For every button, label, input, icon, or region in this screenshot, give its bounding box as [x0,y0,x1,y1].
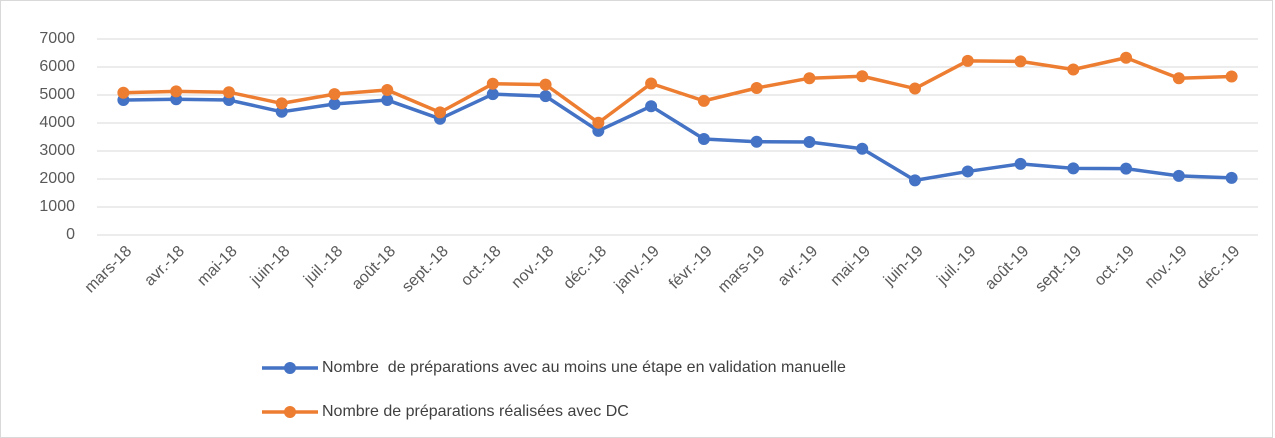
data-point [381,83,394,96]
y-tick-label: 6000 [39,58,75,75]
data-point [803,136,816,149]
data-point [434,106,447,119]
data-point [381,94,394,107]
legend-label: Nombre de préparations réalisées avec DC [322,403,629,420]
data-point [328,88,341,101]
series-line [123,92,1232,183]
legend-marker [284,406,296,418]
data-point [961,165,974,178]
data-point [486,88,499,101]
data-point [645,77,658,90]
data-point [1172,72,1185,85]
data-point [222,86,235,99]
series-line [123,56,1232,125]
y-tick-label: 5000 [39,86,75,103]
data-point [856,142,869,155]
y-tick-label: 1000 [39,198,75,215]
data-point [486,77,499,90]
data-point [592,116,605,129]
legend-label: Nombre de préparations avec au moins une… [322,359,846,376]
data-point [961,54,974,67]
data-point [1014,157,1027,170]
data-point [539,90,552,103]
data-point [275,97,288,110]
y-tick-label: 0 [66,226,75,243]
data-point [856,70,869,83]
y-tick-label: 3000 [39,142,75,159]
data-point [117,86,130,99]
data-point [750,82,763,94]
data-point [803,72,816,85]
data-point [1172,169,1185,182]
data-point [1225,70,1238,83]
data-point [1014,55,1027,68]
data-point [697,94,710,107]
data-point [170,85,183,98]
legend-marker [284,362,296,374]
data-point [750,135,763,148]
y-tick-label: 4000 [39,114,75,131]
data-point [908,174,921,187]
data-point [908,82,921,95]
data-point [1067,162,1080,175]
y-tick-label: 2000 [39,170,75,187]
y-tick-label: 7000 [39,30,75,47]
data-point [1225,171,1238,184]
data-point [1120,162,1133,175]
data-point [1067,63,1080,76]
data-point [275,105,288,118]
data-point [539,78,552,91]
data-point [697,132,710,145]
data-point [328,97,341,110]
data-point [1120,51,1133,64]
data-point [645,100,658,113]
